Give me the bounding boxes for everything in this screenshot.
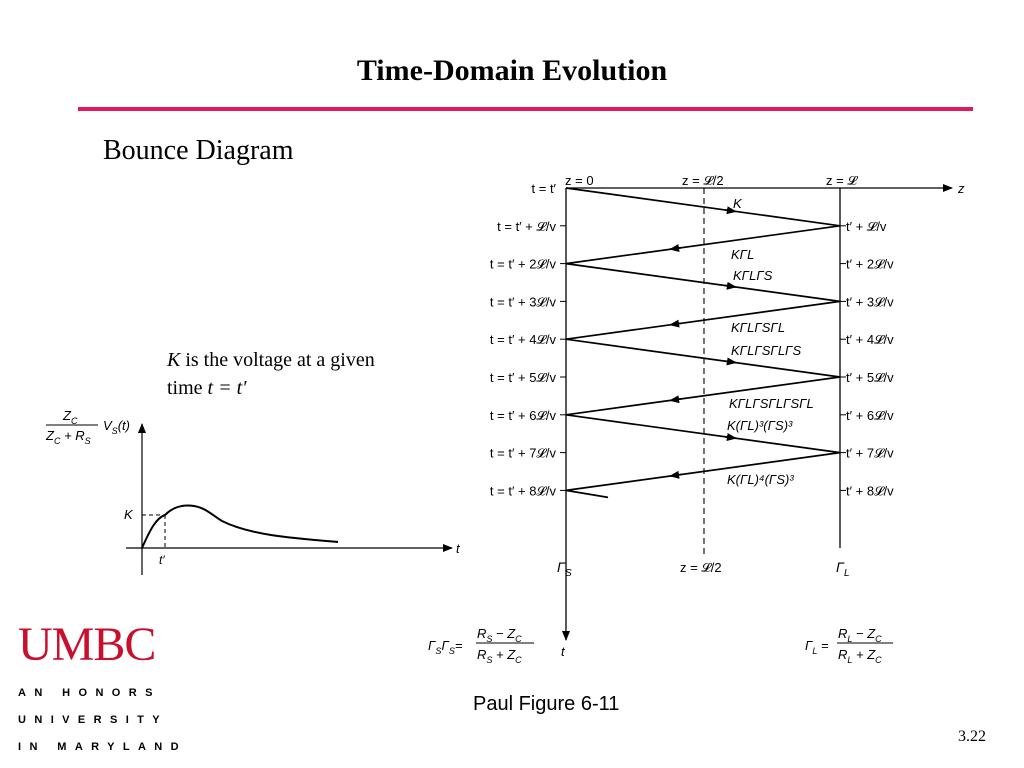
svg-text:RS − ZC: RS − ZC (477, 626, 522, 644)
right-time-label: t′ + 𝓛/v (846, 219, 887, 234)
frac-denominator: ZC + RS (45, 428, 91, 446)
wave-path-6 (565, 376, 841, 416)
left-time-label: t = t′ + 6𝓛/v (490, 408, 557, 423)
vs-label: VS(t) (103, 418, 130, 436)
svg-text:RS + ZC: RS + ZC (477, 647, 522, 665)
wave-arrow-6 (669, 395, 682, 404)
wave-label-7: K(ΓL)³(ΓS)³ (727, 418, 793, 433)
title-underline (78, 107, 973, 111)
plot-t-label: t (456, 541, 461, 556)
subtitle: Bounce Diagram (103, 135, 294, 166)
gamma-l-label: ΓL (836, 559, 850, 579)
source-waveform (141, 504, 339, 549)
reflection-paths (565, 187, 841, 499)
svg-text:RL − ZC: RL − ZC (838, 626, 882, 644)
wave-label-2: KΓL (731, 247, 754, 262)
formula-gamma-l: ΓL = RL − ZC RL + ZC (805, 626, 893, 665)
figure-caption: Paul Figure 6-11 (473, 693, 620, 715)
left-time-label: t = t′ (532, 181, 557, 196)
time-axis-label: t (561, 644, 566, 659)
umbc-wordmark: UMBC (18, 618, 156, 671)
tprime-axis-label: t′ (159, 553, 165, 567)
wave-path-7 (565, 413, 841, 454)
wave-label-1: K (733, 196, 743, 211)
bottom-mid-label: z = 𝓛/2 (680, 560, 722, 575)
z-axis-label: z (957, 181, 965, 196)
left-time-label: t = t′ + 2𝓛/v (490, 257, 557, 272)
wave-path-stub (565, 489, 609, 499)
left-time-label: t = t′ + 3𝓛/v (490, 294, 557, 309)
right-time-label: t′ + 7𝓛/v (846, 446, 894, 461)
wave-amplitude-labels: K KΓL KΓLΓS KΓLΓSΓL KΓLΓSΓLΓS KΓLΓSΓLΓSΓL K(ΓL… (727, 196, 814, 487)
wave-path-5 (565, 338, 841, 378)
k-description-time: time (167, 377, 208, 399)
gamma-s-label: ΓS (557, 559, 572, 579)
wave-arrow-8 (669, 470, 682, 479)
bounce-diagram: z = 0 z = 𝓛/2 z = 𝓛 z t = t′ t = t′ + 𝓛/v… (428, 173, 965, 665)
logo-line-1: AN HONORS (18, 687, 161, 699)
source-voltage-plot: ZC ZC + RS VS(t) K t′ t (45, 408, 461, 575)
left-time-label: t = t′ + 4𝓛/v (490, 332, 557, 347)
label-zmid: z = 𝓛/2 (682, 173, 724, 188)
umbc-logo: UMBC AN HONORS UNIVERSITY IN MARYLAND (18, 617, 187, 754)
k-description: K is the voltage at a given time t = t′ (167, 346, 375, 402)
right-time-label: t′ + 4𝓛/v (846, 332, 894, 347)
right-time-label: t′ + 6𝓛/v (846, 408, 894, 423)
k-description-text: is the voltage at a given (180, 349, 375, 371)
logo-line-3: IN MARYLAND (18, 741, 187, 753)
left-time-label: t = t′ + 𝓛/v (497, 219, 556, 234)
left-time-labels: t = t′ t = t′ + 𝓛/v t = t′ + 2𝓛/v t = t′ + … (490, 181, 557, 498)
logo-line-2: UNIVERSITY (18, 714, 169, 726)
wave-arrow-2 (669, 244, 682, 252)
wave-path-4 (565, 300, 841, 341)
wave-arrow-5 (724, 357, 737, 366)
wave-path-3 (565, 262, 841, 303)
formula-gamma-s: ΓSΓS= RS − ZC RS + ZC (428, 626, 534, 665)
svg-text:ΓL =: ΓL = (805, 638, 829, 656)
svg-text:RL + ZC: RL + ZC (838, 647, 882, 665)
k-axis-label: K (124, 507, 134, 522)
wave-arrow-7 (724, 433, 737, 441)
right-time-label: t′ + 3𝓛/v (846, 294, 894, 309)
left-time-label: t = t′ + 7𝓛/v (490, 446, 557, 461)
right-time-labels: t′ + 𝓛/v t′ + 2𝓛/v t′ + 3𝓛/v t′ + 4𝓛/v t′ + … (846, 219, 894, 499)
left-time-label: t = t′ + 5𝓛/v (490, 370, 557, 385)
wave-arrow-3 (724, 281, 737, 290)
wave-arrow-1 (724, 206, 737, 215)
left-time-label: t = t′ + 8𝓛/v (490, 483, 557, 498)
wave-label-6: KΓLΓSΓLΓSΓL (729, 396, 814, 411)
k-description-eq: t = t′ (207, 377, 247, 399)
label-zl: z = 𝓛 (826, 173, 858, 188)
time-ticks (560, 225, 846, 491)
page-number: 3.22 (958, 728, 986, 745)
right-time-label: t′ + 5𝓛/v (846, 370, 894, 385)
wave-label-4: KΓLΓSΓL (731, 320, 785, 335)
k-symbol: K (167, 349, 181, 371)
svg-text:ΓSΓS=: ΓSΓS= (428, 638, 463, 656)
wave-path-2 (565, 224, 841, 265)
wave-label-3: KΓLΓS (733, 268, 773, 283)
wave-label-5: KΓLΓSΓLΓS (731, 343, 801, 358)
wave-path-1 (565, 187, 841, 227)
slide-title: Time-Domain Evolution (356, 54, 668, 87)
wave-path-8 (565, 451, 841, 492)
right-time-label: t′ + 2𝓛/v (846, 257, 894, 272)
right-time-label: t′ + 8𝓛/v (846, 483, 894, 498)
label-z0: z = 0 (565, 173, 594, 188)
wave-arrow-4 (669, 319, 682, 328)
frac-numerator: ZC (62, 408, 78, 426)
wave-label-8: K(ΓL)⁴(ΓS)³ (727, 472, 794, 487)
